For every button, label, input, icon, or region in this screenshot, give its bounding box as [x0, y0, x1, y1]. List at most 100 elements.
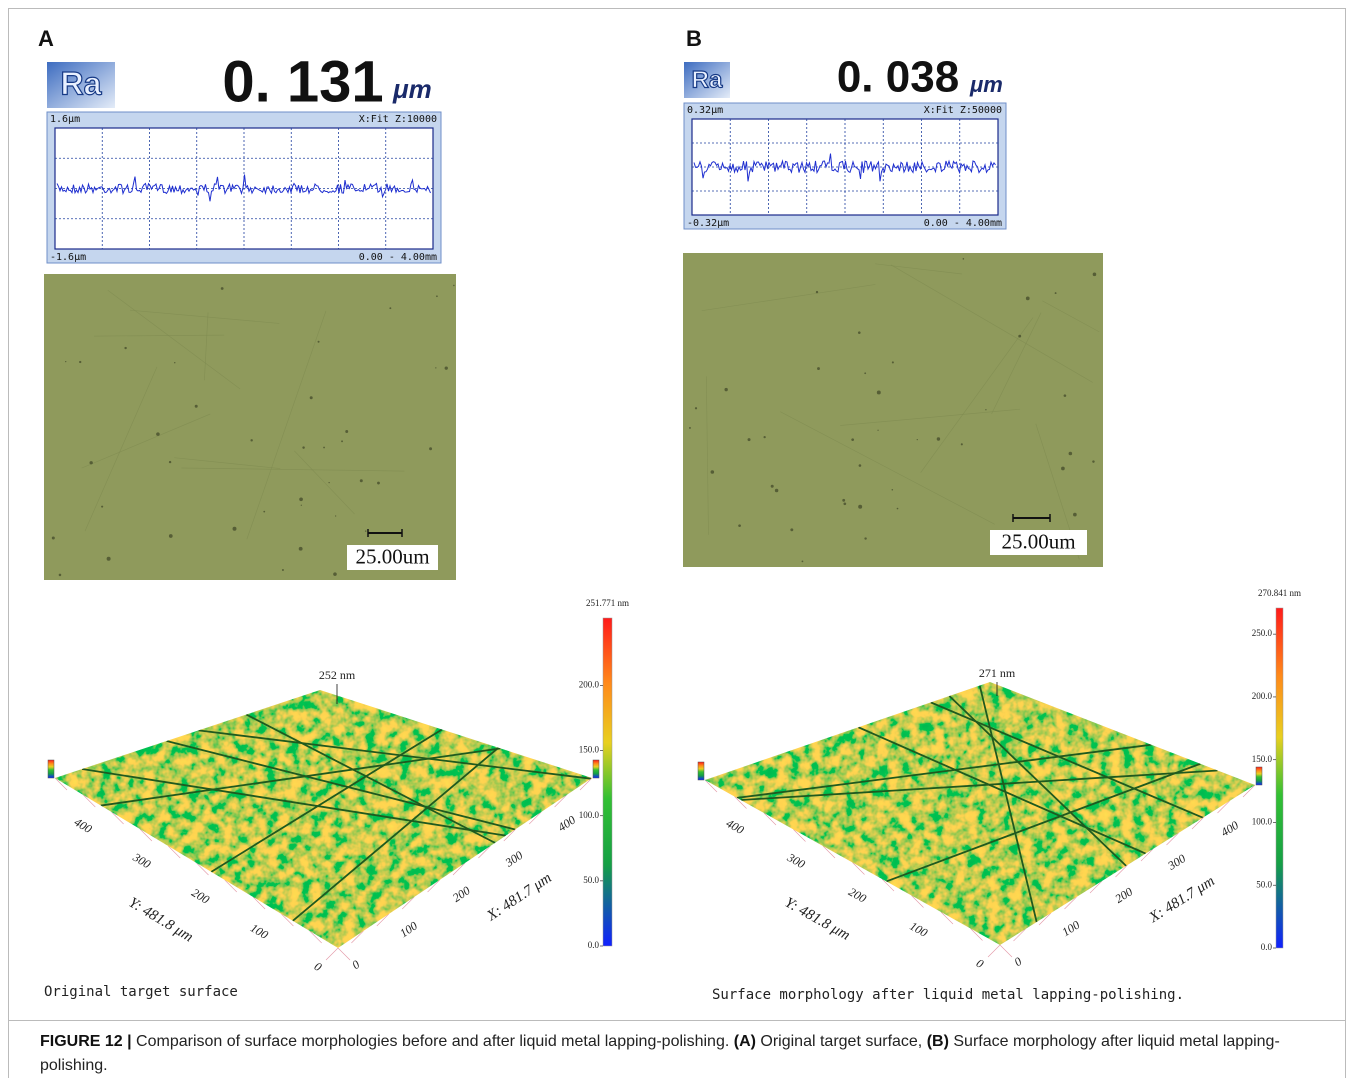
defect — [1092, 272, 1097, 277]
mini-colorbar — [47, 759, 55, 779]
y-tick-label: 300 — [130, 850, 153, 872]
base-grid — [852, 862, 865, 875]
y-tick-label: 100 — [907, 919, 930, 940]
defect — [724, 387, 728, 392]
defect — [333, 572, 337, 576]
base-grid — [528, 811, 542, 825]
base-grid — [822, 845, 836, 859]
ra-badge — [47, 62, 115, 108]
base-grid — [940, 911, 954, 925]
profile-text: -1.6μm — [50, 252, 86, 263]
caption-label: FIGURE 12 | — [40, 1033, 132, 1050]
defect — [281, 568, 284, 571]
defect — [124, 346, 127, 350]
defect — [435, 367, 437, 369]
base-grid — [1115, 864, 1128, 878]
profile-text: -0.32μm — [687, 218, 729, 229]
base-grid — [401, 896, 415, 910]
y-axis-label: Y: 481.8 μm — [782, 895, 853, 944]
x-tick-label: 200 — [450, 883, 473, 905]
defect — [106, 556, 111, 561]
defect — [876, 390, 881, 395]
base-grid — [139, 828, 153, 842]
base-grid — [1038, 912, 1052, 926]
caption-text: Original target surface, — [755, 1033, 927, 1050]
scratch — [81, 413, 211, 469]
scratch — [920, 317, 1034, 473]
scratch — [94, 334, 225, 337]
mini-colorbar — [697, 761, 705, 781]
defect — [985, 409, 987, 411]
defect — [842, 498, 846, 502]
scratch — [294, 450, 355, 515]
defect — [341, 440, 343, 443]
base-grid — [1242, 784, 1256, 798]
colorbar-tick-label: 150.0 — [579, 745, 600, 755]
y-tick-label: 400 — [72, 815, 95, 836]
surface-crack — [948, 695, 1127, 867]
defect — [858, 504, 863, 509]
colorbar-max: 270.841 nm — [1258, 588, 1301, 598]
defect — [1054, 292, 1057, 295]
x-axis-label: X: 481.7 μm — [484, 870, 555, 925]
defect — [220, 287, 224, 290]
defect — [250, 439, 253, 442]
colorbar-tick-label: 100.0 — [579, 810, 600, 820]
defect — [817, 367, 820, 370]
y-tick-label: 200 — [189, 885, 212, 906]
defect — [345, 430, 349, 433]
defect — [1018, 334, 1022, 338]
scratch — [991, 312, 1042, 415]
base-grid — [1089, 880, 1103, 894]
y-axis-label: Y: 481.8 μm — [126, 895, 196, 946]
y-tick-label: 400 — [724, 816, 747, 837]
base-grid — [1166, 832, 1179, 846]
caption-text: Comparison of surface morphologies befor… — [131, 1033, 734, 1050]
defect — [317, 340, 320, 343]
defect — [891, 361, 894, 364]
defect — [453, 284, 455, 287]
base-grid — [252, 896, 266, 910]
base-grid — [970, 928, 983, 941]
defect — [774, 488, 779, 493]
base-grid — [579, 777, 593, 791]
ra-symbol: Ra — [61, 65, 102, 101]
scratch — [1042, 300, 1100, 333]
y-tick-label: 0 — [974, 956, 986, 971]
defect — [738, 524, 741, 528]
defect — [1068, 451, 1073, 456]
panel-caption: Surface morphology after liquid metal la… — [712, 987, 1184, 1003]
base-grid — [999, 944, 1013, 958]
x-axis-label: X: 481.7 μm — [1146, 873, 1218, 926]
base-grid — [1140, 848, 1154, 862]
surface-crack — [736, 743, 1152, 799]
defect — [156, 432, 160, 436]
profile-text: X:Fit Z:10000 — [359, 114, 437, 125]
colorbar-tick-label: 50.0 — [583, 875, 599, 885]
defect — [194, 404, 198, 408]
defect — [891, 489, 894, 491]
defect — [694, 407, 698, 410]
base-grid — [167, 845, 181, 859]
defect — [436, 295, 438, 298]
defect — [79, 360, 82, 364]
colorbar — [1275, 607, 1284, 949]
micrograph — [44, 274, 456, 580]
defect — [389, 307, 392, 310]
caption-marker: (B) — [926, 1033, 949, 1050]
ra-badge — [684, 62, 730, 98]
profile-text: 0.00 - 4.00mm — [924, 218, 1002, 229]
surface-crack — [858, 726, 1147, 855]
base-grid — [1191, 816, 1205, 830]
defect — [688, 426, 691, 429]
surface-crack — [292, 747, 500, 922]
defect — [962, 258, 965, 260]
defect — [364, 530, 367, 532]
colorbar-tick-label: 200.0 — [579, 680, 600, 690]
defect — [1063, 394, 1067, 397]
figure-caption: FIGURE 12 | Comparison of surface morpho… — [40, 1030, 1300, 1078]
base-grid — [196, 862, 209, 876]
colorbar-tick-label: 100.0 — [1252, 817, 1273, 827]
mini-colorbar — [592, 759, 600, 779]
x-tick-label: 300 — [502, 848, 526, 870]
